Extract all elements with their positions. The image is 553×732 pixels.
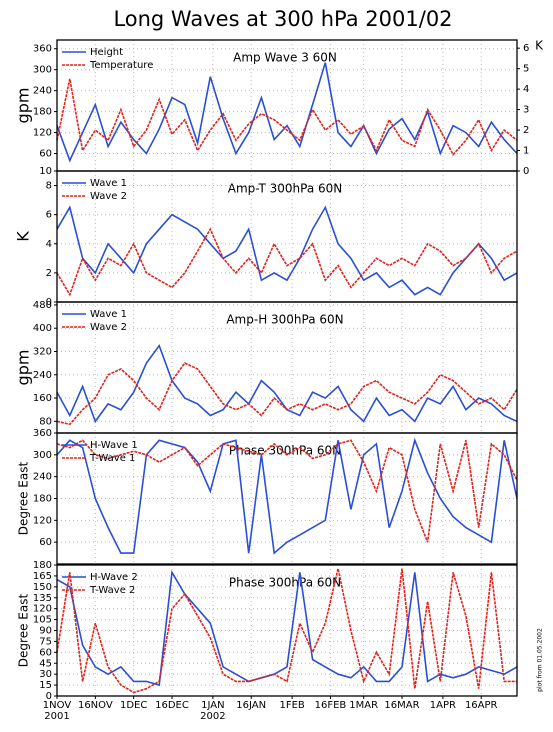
x-tick-label: 1MAR: [349, 700, 378, 711]
y2-tick-label: 3: [523, 105, 529, 116]
y-tick-label: 8: [46, 181, 52, 192]
plot-frame: [56, 564, 518, 697]
x-tick-label: 16JAN: [236, 700, 266, 711]
legend-label: Height: [90, 47, 123, 58]
page-title: Long Waves at 300 hPa 2001/02: [113, 7, 452, 31]
y-tick-label: 360: [33, 428, 52, 439]
legend-label: Wave 1: [90, 178, 127, 189]
x-tick-label: 16FEB: [315, 700, 347, 711]
y-tick-label: 180: [33, 494, 52, 505]
x-tick-label: 1JAN: [201, 700, 224, 711]
y-tick-label: 80: [39, 416, 52, 427]
y-tick-label: 480: [33, 300, 52, 311]
x-year-label: 2001: [44, 711, 69, 722]
legend-label: Wave 2: [90, 322, 127, 333]
y-tick-label: 60: [39, 149, 52, 160]
y-tick-label: 360: [33, 44, 52, 55]
y-tick-label: 60: [39, 537, 52, 548]
y-tick-label: 30: [39, 669, 52, 680]
panel-title: Phase 300hPa 60N: [229, 444, 341, 458]
y2-tick-label: 2: [523, 125, 529, 136]
x-tick-label: 1FEB: [279, 700, 304, 711]
y-tick-label: 240: [33, 370, 52, 381]
x-tick-label: 1APR: [430, 700, 456, 711]
legend-label: Wave 2: [90, 191, 127, 202]
panel-title: Amp Wave 3 60N: [233, 51, 337, 65]
x-tick-label: 16APR: [465, 700, 498, 711]
y2-tick-label: 0: [523, 166, 529, 177]
y-tick-label: 240: [33, 472, 52, 483]
y-tick-label: 0: [46, 297, 52, 308]
legend-label: Temperature: [89, 60, 153, 71]
y-tick-label: 120: [33, 515, 52, 526]
y-tick-label: 105: [33, 615, 52, 626]
series-line: [56, 362, 518, 426]
y2-tick-label: 1: [523, 146, 529, 157]
y2-tick-label: 6: [523, 43, 529, 54]
y-tick-label: 0: [46, 691, 52, 702]
y-tick-label: 6: [46, 210, 52, 221]
x-year-label: 2002: [200, 711, 225, 722]
y-axis-label: Degree East: [17, 462, 31, 536]
y-tick-label: 120: [33, 128, 52, 139]
y-axis-label: Degree East: [17, 594, 31, 668]
y-tick-label: 150: [33, 582, 52, 593]
x-tick-label: 16DEC: [155, 700, 189, 711]
series-line: [56, 569, 518, 687]
series-line: [56, 78, 518, 156]
y-tick-label: 160: [33, 393, 52, 404]
y-tick-label: 4: [46, 239, 52, 250]
panel-title: Amp-T 300hPa 60N: [228, 182, 343, 196]
plot-frame: [56, 432, 518, 565]
y-axis-label: K: [14, 231, 33, 242]
series-line: [56, 437, 518, 555]
y-tick-label: 240: [33, 86, 52, 97]
y-tick-label: 400: [33, 323, 52, 334]
series-line: [56, 439, 518, 543]
panel-title: Phase 300hPa 60N: [229, 576, 341, 590]
y-tick-label: 165: [33, 571, 52, 582]
y-tick-label: 320: [33, 346, 52, 357]
series-line: [56, 62, 518, 163]
y-tick-label: 180: [33, 107, 52, 118]
y-tick-label: 75: [39, 636, 52, 647]
y-tick-label: 300: [33, 65, 52, 76]
panel-title: Amp-H 300hPa 60N: [226, 313, 343, 327]
x-tick-label: 16NOV: [78, 700, 113, 711]
y2-tick-label: 4: [523, 84, 529, 95]
plot-note: plot from 01.05.2002: [537, 628, 544, 692]
x-tick-label: 16MAR: [384, 700, 419, 711]
series-line: [56, 227, 518, 297]
y2-axis-label: K: [535, 39, 544, 53]
y-tick-label: 10: [39, 166, 52, 177]
y2-tick-label: 5: [523, 64, 529, 75]
x-tick-label: 1NOV: [43, 700, 72, 711]
legend-label: H-Wave 1: [90, 440, 138, 451]
y-tick-label: 90: [39, 626, 52, 637]
x-tick-label: 1DEC: [120, 700, 147, 711]
y-tick-label: 45: [39, 658, 52, 669]
y-tick-label: 300: [33, 450, 52, 461]
legend-label: T-Wave 2: [89, 585, 135, 596]
y-tick-label: 135: [33, 593, 52, 604]
y-tick-label: 60: [39, 647, 52, 658]
y-tick-label: 180: [33, 560, 52, 571]
series-line: [56, 568, 517, 694]
y-tick-label: 2: [46, 268, 52, 279]
y-axis-label: gpm: [14, 88, 33, 124]
y-axis-label: gpm: [14, 350, 33, 386]
y-tick-label: 15: [39, 680, 52, 691]
legend-label: T-Wave 1: [89, 453, 135, 464]
legend-label: Wave 1: [90, 309, 127, 320]
legend-label: H-Wave 2: [90, 572, 138, 583]
series-line: [56, 205, 518, 296]
y-tick-label: 120: [33, 604, 52, 615]
